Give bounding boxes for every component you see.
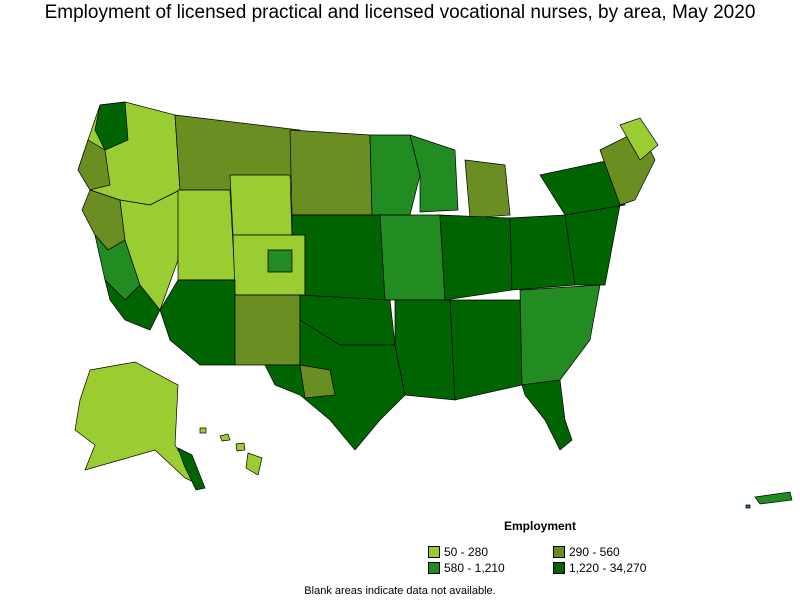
region-puerto-rico[interactable]	[745, 491, 793, 509]
legend-swatch	[428, 546, 440, 558]
region-oregon-coast[interactable]	[77, 139, 111, 191]
legend-item-290-560: 290 - 560	[553, 545, 620, 559]
region-wisconsin[interactable]	[409, 134, 459, 213]
legend-swatch	[428, 562, 440, 574]
region-georgia-carolinas[interactable]	[519, 284, 601, 386]
legend-label: 580 - 1,210	[444, 561, 505, 575]
region-arizona[interactable]	[159, 279, 236, 366]
region-minnesota[interactable]	[369, 134, 421, 216]
region-illinois-indiana[interactable]	[439, 214, 513, 301]
region-alaska-southeast[interactable]	[177, 447, 206, 491]
legend-title: Employment	[504, 519, 577, 533]
region-new-mexico[interactable]	[234, 294, 301, 366]
region-texas[interactable]	[264, 319, 406, 451]
region-nevada[interactable]	[119, 189, 181, 311]
region-mid-atlantic[interactable]	[564, 204, 621, 286]
legend-item-50-280: 50 - 280	[428, 545, 488, 559]
region-new-york-pennsylvania[interactable]	[539, 159, 626, 216]
region-michigan[interactable]	[464, 159, 511, 219]
region-ohio-kentucky[interactable]	[509, 214, 576, 291]
legend-item-1220-34270: 1,220 - 34,270	[553, 561, 646, 575]
region-texas-west[interactable]	[299, 364, 336, 399]
legend-item-580-1210: 580 - 1,210	[428, 561, 505, 575]
footnote: Blank areas indicate data not available.	[304, 585, 496, 597]
region-florida[interactable]	[521, 379, 573, 451]
region-dakotas[interactable]	[289, 129, 373, 216]
legend-swatch	[553, 546, 565, 558]
region-colorado-front[interactable]	[267, 249, 293, 273]
region-washington-west[interactable]	[94, 101, 129, 151]
map-title: Employment of licensed practical and lic…	[44, 2, 756, 23]
region-arkansas-louisiana[interactable]	[394, 299, 456, 401]
region-alaska[interactable]	[74, 361, 201, 486]
region-california-south[interactable]	[104, 278, 161, 331]
region-mississippi-alabama[interactable]	[449, 299, 523, 401]
legend-label: 50 - 280	[444, 545, 489, 559]
region-utah[interactable]	[177, 189, 236, 281]
contiguous-us	[77, 101, 659, 451]
legend-label: 1,220 - 34,270	[569, 561, 647, 575]
legend-label: 290 - 560	[569, 545, 620, 559]
legend-swatch	[553, 562, 565, 574]
region-hawaii[interactable]	[199, 427, 263, 476]
region-nebraska-kansas[interactable]	[291, 214, 386, 301]
region-wyoming[interactable]	[229, 174, 293, 236]
region-maine[interactable]	[619, 117, 659, 161]
region-iowa-missouri[interactable]	[379, 214, 446, 301]
